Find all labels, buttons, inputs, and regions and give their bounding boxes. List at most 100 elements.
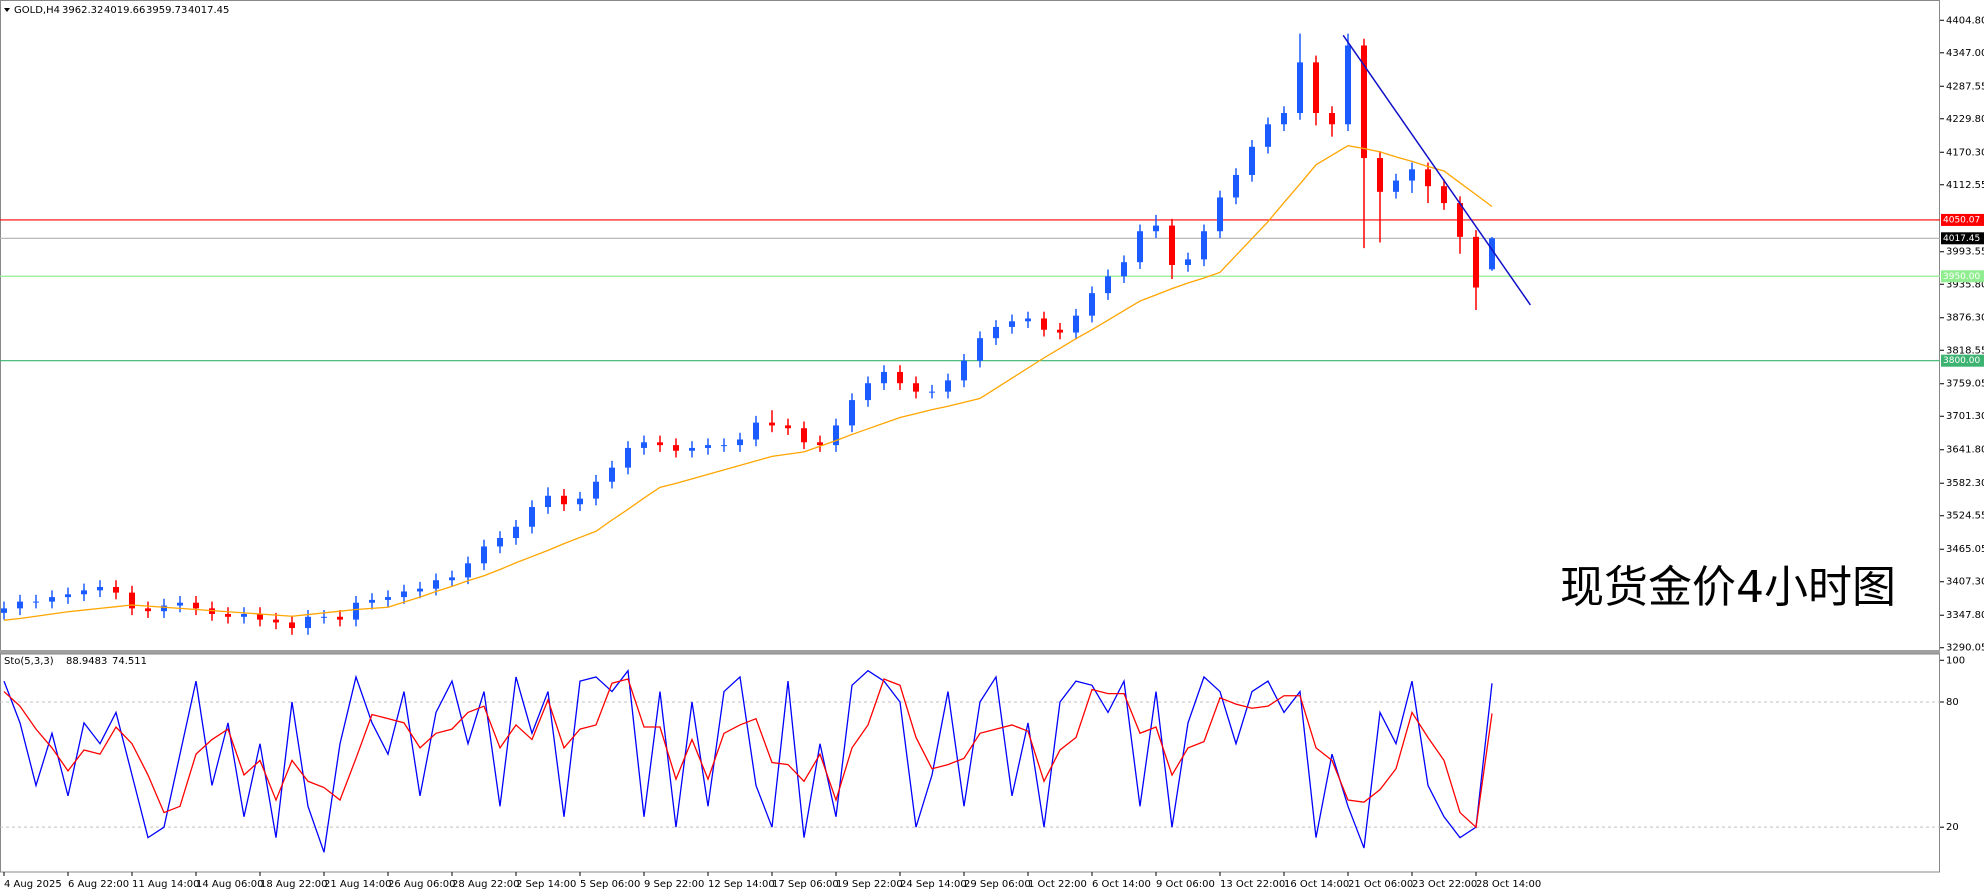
candle-body <box>337 616 343 620</box>
annotation: 现货金价4小时图 <box>1560 562 1896 613</box>
candle-body <box>1121 262 1127 277</box>
candle-body <box>977 338 983 361</box>
candle-body <box>417 588 423 592</box>
main-panel-frame <box>0 0 1940 651</box>
candle-body <box>97 586 103 591</box>
candle-body <box>1473 236 1479 288</box>
x-tick-label: 29 Sep 06:00 <box>964 879 1031 890</box>
y-tick-label: 3759.05 <box>1946 379 1984 390</box>
y-tick-label: 3465.05 <box>1946 544 1984 555</box>
y-tick-label: 3701.30 <box>1946 411 1984 422</box>
candle-body <box>81 590 87 595</box>
candle-body <box>849 400 855 426</box>
candle-body <box>481 546 487 564</box>
price-label-box <box>1941 354 1984 367</box>
candle-body <box>657 442 663 446</box>
candle-body <box>465 563 471 578</box>
candle-body <box>1377 158 1383 192</box>
candle-body <box>1089 293 1095 316</box>
y-tick-label: 100 <box>1946 655 1965 666</box>
menu-triangle <box>4 8 10 12</box>
price-label: 3800.00 <box>1943 356 1980 366</box>
y-tick-label: 3935.80 <box>1946 279 1984 290</box>
candle-body <box>673 445 679 451</box>
candle-body <box>865 383 871 401</box>
candle-body <box>593 481 599 499</box>
y-tick-label: 3641.80 <box>1946 445 1984 456</box>
price-label: 4050.07 <box>1943 215 1980 225</box>
candle-body <box>513 526 519 539</box>
y-tick-label: 20 <box>1946 822 1959 833</box>
x-tick-label: 11 Aug 14:00 <box>132 879 199 890</box>
candle-body <box>945 380 951 392</box>
candle-body <box>401 591 407 598</box>
x-tick-label: 12 Sep 14:00 <box>708 879 775 890</box>
candle-body <box>1041 318 1047 330</box>
price-label-box <box>1941 213 1984 226</box>
y-tick-label: 4404.80 <box>1946 15 1984 26</box>
x-tick-label: 28 Aug 22:00 <box>452 879 519 890</box>
price-label-box <box>1941 232 1984 245</box>
candle-body <box>289 622 295 629</box>
candle-body <box>241 613 247 617</box>
y-tick-label: 80 <box>1946 697 1959 708</box>
y-tick-label: 4112.55 <box>1946 180 1984 191</box>
trendline <box>1342 34 1532 306</box>
x-tick-label: 23 Oct 22:00 <box>1412 879 1477 890</box>
candle-body <box>1345 45 1351 125</box>
x-tick-label: 28 Oct 14:00 <box>1476 879 1541 890</box>
y-tick-label: 3407.30 <box>1946 577 1984 588</box>
candle-body <box>433 580 439 589</box>
candle-body <box>1329 113 1335 125</box>
candle-body <box>1073 315 1079 333</box>
candle-body <box>1217 197 1223 232</box>
x-tick-label: 5 Sep 06:00 <box>580 879 640 890</box>
candle-body <box>1137 231 1143 263</box>
candle-body <box>177 602 183 606</box>
candle-body <box>1025 318 1031 322</box>
candle-body <box>1489 238 1495 270</box>
candle-body <box>913 383 919 392</box>
candle-body <box>273 619 279 623</box>
y-tick-label: 4170.30 <box>1946 147 1984 158</box>
candle-body <box>625 447 631 468</box>
candle-body <box>225 613 231 617</box>
candle-body <box>529 507 535 527</box>
indicator-d: 74.511 <box>112 656 147 667</box>
candle-body <box>1441 186 1447 204</box>
candle-body <box>113 586 119 593</box>
candle-body <box>49 597 55 602</box>
candle-body <box>321 616 327 618</box>
x-tick-label: 6 Aug 22:00 <box>68 879 129 890</box>
y-tick-label: 4287.55 <box>1946 81 1984 92</box>
y-tick-label: 3290.05 <box>1946 643 1984 654</box>
candle-body <box>609 467 615 482</box>
x-tick-label: 19 Sep 22:00 <box>836 879 903 890</box>
candle-body <box>705 445 711 448</box>
candle-body <box>33 601 39 603</box>
candle-body <box>881 371 887 384</box>
candle-body <box>1 608 7 613</box>
ohlc-close: 4017.45 <box>188 5 229 16</box>
y-tick-label: 3524.55 <box>1946 511 1984 522</box>
candle-body <box>353 602 359 620</box>
y-tick-label: 3876.30 <box>1946 313 1984 324</box>
candle-body <box>1009 321 1015 327</box>
candle-body <box>801 428 807 443</box>
x-tick-label: 24 Sep 14:00 <box>900 879 967 890</box>
symbol: GOLD,H4 <box>14 5 60 16</box>
candle-body <box>385 597 391 600</box>
ohlc-high: 4019.66 <box>104 5 145 16</box>
x-tick-label: 13 Oct 22:00 <box>1220 879 1285 890</box>
candle-body <box>449 577 455 581</box>
candle-body <box>129 592 135 609</box>
price-label: 3950.00 <box>1943 272 1980 282</box>
candle-body <box>1409 169 1415 181</box>
candle-body <box>65 594 71 598</box>
price-label-box <box>1941 270 1984 283</box>
x-tick-label: 9 Oct 06:00 <box>1156 879 1215 890</box>
candle-body <box>193 602 199 609</box>
candle-body <box>369 599 375 603</box>
x-tick-label: 26 Aug 06:00 <box>388 879 455 890</box>
